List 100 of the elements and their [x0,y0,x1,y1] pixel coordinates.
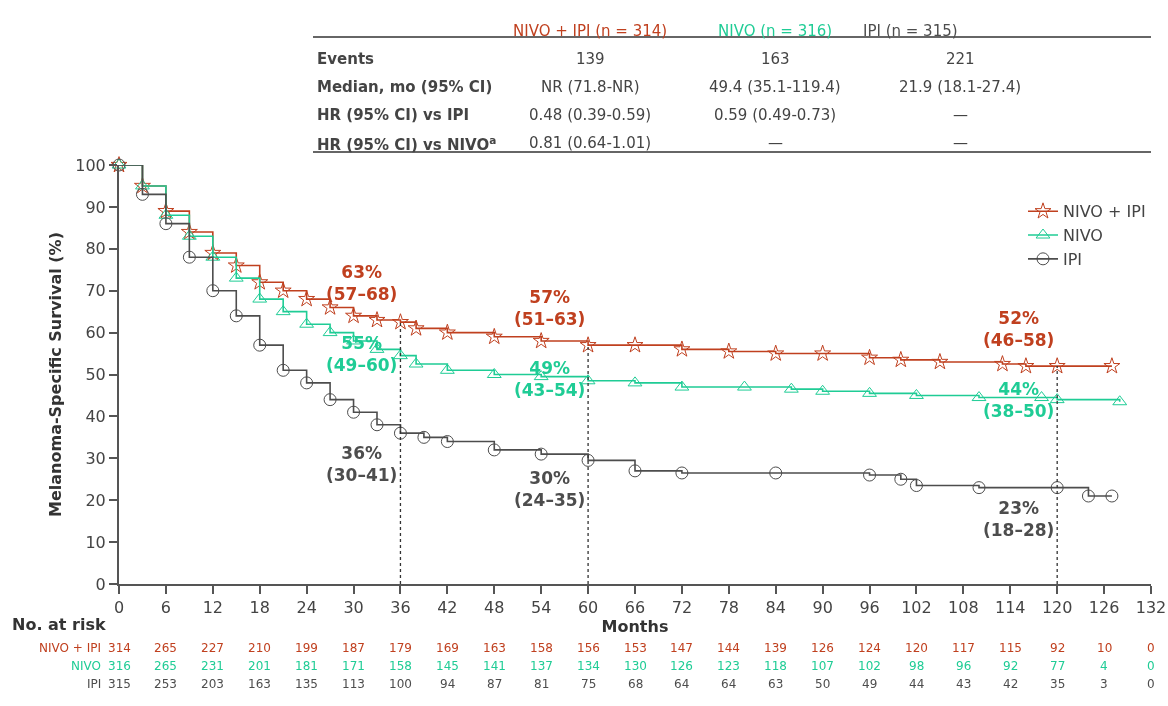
text: 123 [717,659,740,673]
point [628,464,642,478]
text: 171 [342,659,365,673]
text: 63 [768,677,784,691]
point [370,418,384,432]
x-tick-label: 72 [671,598,693,618]
text: 163 [248,677,271,691]
text: 49.4 (35.1-119.4) [709,78,841,96]
x-axis-title: Months [601,617,669,637]
text: 179 [389,641,412,655]
text: 75 [581,677,597,691]
text: IPI [87,677,102,691]
y-tick-label: 10 [85,532,106,552]
text: 221 [946,50,975,68]
point [814,344,832,361]
text: 43 [956,677,972,691]
y-tick-label: 50 [85,365,106,385]
text: 100 [389,677,412,691]
text: 94 [440,677,456,691]
point [438,323,456,340]
text: 35 [1050,677,1066,691]
text: 147 [670,641,693,655]
x-tick-label: 114 [995,598,1026,618]
text: 203 [201,677,224,691]
text: 315 [108,677,131,691]
text: — [953,106,968,124]
y-tick-label: 100 [75,155,106,175]
point [345,306,363,324]
text: 126 [811,641,834,655]
text: NR (71.8-NR) [541,78,640,96]
point [993,355,1011,372]
text: 107 [811,659,834,673]
point [626,336,644,353]
text: 231 [201,659,224,673]
y-axis-title: Melanoma-Specific Survival (%) [45,232,65,517]
point [485,327,503,345]
text: 0 [1147,677,1155,691]
text: 156 [577,641,600,655]
text: 139 [764,641,787,655]
text: 0 [1147,641,1155,655]
y-tick-label: 60 [85,323,106,343]
legend-label: NIVO [1063,226,1103,246]
point [251,273,269,290]
text: 187 [342,641,365,655]
text: 130 [624,659,647,673]
text: 158 [530,641,553,655]
text: 314 [108,641,131,655]
x-tick-label: 12 [202,598,223,618]
text: HR (95% CI) vs IPI [317,106,470,124]
point [767,344,785,361]
text: 68 [628,677,644,691]
annotation: 23% (18–28) [983,498,1055,541]
text: 4 [1100,659,1108,673]
point [579,336,597,353]
text: NIVO (n = 316) [718,22,833,40]
legend-label: NIVO + IPI [1063,202,1146,222]
point [133,177,151,194]
text: HR (95% CI) vs NIVO$^{a}$ [317,134,497,155]
text: 265 [154,641,177,655]
text: 169 [436,641,459,655]
point [909,479,923,493]
point [863,468,877,482]
text: 163 [761,50,790,68]
text: 44 [909,677,925,691]
y-tick-label: 20 [85,490,106,510]
point [1081,489,1095,503]
text: 137 [530,659,553,673]
text: 141 [483,659,506,673]
point [323,393,337,407]
text: NIVO [71,659,101,673]
text: 118 [764,659,787,673]
point [407,319,425,336]
x-tick-label: 54 [531,598,552,618]
point [487,443,501,457]
x-tick-label: 36 [390,598,411,618]
point [368,311,386,328]
point [1048,357,1066,374]
text: 210 [248,641,271,655]
point [673,340,691,357]
text: Events [317,50,375,68]
text: 102 [858,659,881,673]
point [300,376,314,390]
point [931,353,949,370]
point [347,405,361,419]
text: 64 [721,677,737,691]
point [862,386,877,397]
point [737,380,752,391]
x-tick-label: 30 [343,598,364,618]
x-tick-label: 66 [624,598,646,618]
text: 316 [108,659,131,673]
x-tick-label: 90 [812,598,833,618]
y-tick-label: 30 [85,448,106,468]
text: 21.9 (18.1-27.4) [899,78,1022,96]
point [229,309,243,323]
legend-label: IPI [1063,250,1083,270]
text: 3 [1100,677,1108,691]
text: — [768,134,783,152]
point [1105,489,1119,503]
text: 181 [295,659,318,673]
point [227,256,245,273]
